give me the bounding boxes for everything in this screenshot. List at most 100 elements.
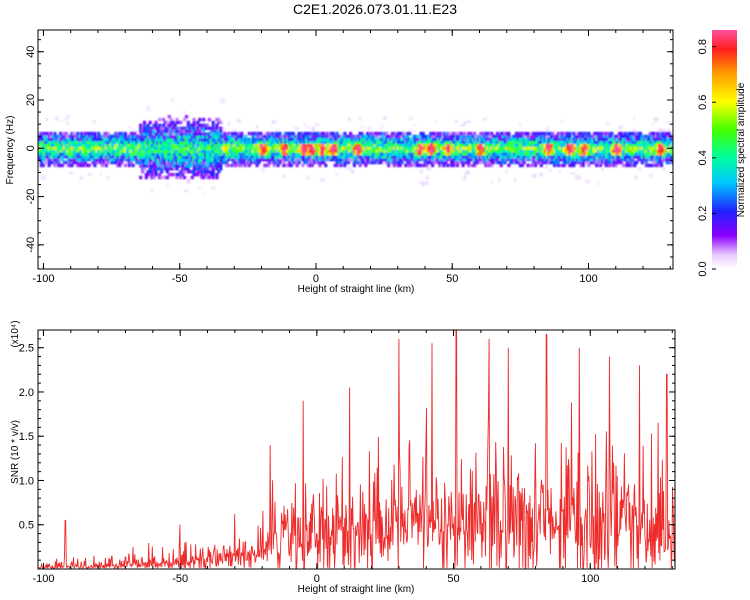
heatmap-cell	[108, 152, 112, 156]
heatmap-cell	[589, 157, 593, 162]
heatmap-cell	[127, 140, 131, 144]
heatmap-cell	[128, 126, 132, 128]
heatmap-cell	[471, 163, 475, 168]
heatmap-cell	[551, 155, 555, 159]
heatmap-cell	[457, 134, 461, 139]
heatmap-cell	[238, 131, 242, 136]
heatmap-cell	[284, 134, 288, 139]
heatmap-cell	[196, 120, 200, 125]
heatmap-cell	[450, 163, 454, 168]
heatmap-cell	[411, 149, 416, 153]
heatmap-cell	[419, 169, 424, 174]
heatmap-cell	[192, 126, 196, 130]
heatmap-cell	[484, 146, 488, 150]
heatmap-cell	[289, 157, 293, 162]
heatmap-cell	[144, 149, 148, 154]
heatmap-cell	[373, 152, 377, 156]
heatmap-cell	[43, 143, 47, 147]
heatmap-cell	[511, 146, 515, 150]
heatmap-cell	[564, 157, 568, 162]
heatmap-cell	[429, 143, 433, 147]
heatmap-cell	[39, 134, 44, 139]
heatmap-cell	[120, 149, 124, 153]
heatmap-cell	[217, 143, 221, 148]
heatmap-cell	[425, 160, 429, 165]
heatmap-cell	[572, 157, 576, 162]
heatmap-cell	[275, 129, 280, 133]
heatmap-cell	[257, 157, 261, 162]
heatmap-cell	[669, 149, 673, 153]
heatmap-cell	[398, 155, 402, 159]
heatmap-cell	[142, 152, 147, 156]
heatmap-cell	[490, 146, 494, 150]
heatmap-cell	[667, 155, 671, 159]
heatmap-cell	[322, 137, 326, 142]
heatmap-cell	[442, 157, 446, 162]
heatmap-cell	[253, 131, 257, 136]
heatmap-cell	[390, 131, 395, 136]
heatmap-cell	[618, 125, 623, 130]
heatmap-cell	[597, 160, 601, 165]
heatmap-cell	[133, 149, 137, 153]
heatmap-cell	[181, 152, 185, 156]
heatmap-cell	[227, 121, 231, 127]
heatmap-cell	[57, 157, 61, 162]
heatmap-cell	[505, 170, 509, 173]
heatmap-cell	[482, 140, 486, 144]
heatmap-cell	[156, 152, 160, 156]
heatmap-cell	[467, 163, 471, 168]
heatmap-cell	[520, 134, 524, 139]
heatmap-cell	[184, 135, 189, 139]
heatmap-cell	[585, 179, 590, 184]
heatmap-cell	[299, 140, 303, 144]
heatmap-cell	[221, 157, 225, 162]
heatmap-cell	[228, 140, 232, 144]
heatmap-cell	[423, 163, 427, 168]
heatmap-cell	[579, 143, 583, 147]
heatmap-cell	[329, 157, 334, 162]
heatmap-cell	[390, 146, 395, 150]
heatmap-cell	[205, 152, 210, 156]
heatmap-cell	[669, 152, 673, 156]
heatmap-cell	[425, 146, 429, 150]
heatmap-cell	[137, 140, 141, 144]
heatmap-cell	[238, 137, 242, 142]
heatmap-cell	[532, 160, 536, 165]
heatmap-cell	[520, 152, 524, 156]
heatmap-cell	[539, 155, 543, 159]
heatmap-cell	[358, 137, 362, 142]
heatmap-cell	[432, 149, 437, 153]
heatmap-cell	[230, 163, 234, 168]
heatmap-cell	[291, 152, 295, 156]
heatmap-cell	[452, 131, 456, 136]
heatmap-cell	[57, 146, 61, 150]
heatmap-cell	[207, 149, 211, 154]
heatmap-cell	[392, 149, 396, 153]
heatmap-cell	[465, 137, 469, 142]
heatmap-cell	[308, 149, 313, 153]
heatmap-cell	[282, 134, 286, 139]
heatmap-cell	[179, 152, 183, 156]
heatmap-cell	[251, 155, 255, 159]
snr-x-axis-label: Height of straight line (km)	[298, 584, 415, 595]
heatmap-cell	[385, 134, 389, 139]
heatmap-cell	[604, 163, 608, 168]
heatmap-cell	[448, 146, 452, 150]
heatmap-cell	[156, 129, 160, 133]
heatmap-cell	[204, 172, 208, 177]
heatmap-cell	[163, 126, 168, 130]
heatmap-cell	[402, 137, 406, 142]
heatmap-cell	[413, 137, 417, 142]
heatmap-cell	[205, 146, 210, 151]
heatmap-cell	[452, 143, 456, 147]
heatmap-cell	[438, 160, 442, 165]
heatmap-cell	[640, 134, 644, 139]
heatmap-cell	[556, 131, 561, 136]
heatmap-cell	[38, 131, 42, 136]
heatmap-cell	[198, 155, 202, 159]
heatmap-cell	[463, 160, 467, 165]
heatmap-cell	[402, 146, 406, 150]
heatmap-cell	[357, 134, 363, 138]
heatmap-cell	[390, 137, 395, 142]
heatmap-cell	[265, 155, 269, 159]
